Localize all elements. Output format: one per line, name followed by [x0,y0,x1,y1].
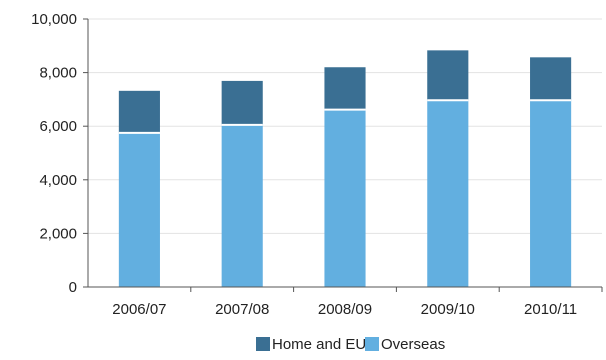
bar-overseas-0 [118,132,160,287]
y-tick-label: 6,000 [39,118,77,135]
x-tick-label: 2008/09 [318,301,372,318]
bar-overseas-1 [221,124,263,287]
x-tick-label: 2007/08 [215,301,269,318]
legend-swatch-home-and-eu [256,337,270,351]
bars-layer [118,50,572,287]
x-tick-label: 2010/11 [524,301,577,318]
legend-label: Home and EU [272,336,366,353]
legend: Home and EU Overseas [256,336,445,353]
bar-overseas-4 [530,100,572,287]
axis-layer [83,18,603,292]
bar-overseas-2 [324,109,366,287]
bar-home-and-eu-3 [427,50,469,101]
bar-home-and-eu-0 [118,90,160,133]
x-tick-label: 2006/07 [112,301,166,318]
y-tick-label: 2,000 [39,225,77,242]
bar-home-and-eu-4 [530,57,572,101]
y-tick-label: 8,000 [39,65,77,82]
y-tick-label: 10,000 [31,11,77,28]
x-tick-label: 2009/10 [421,301,475,318]
y-tick-labels: 0 2,000 4,000 6,000 8,000 10,000 [31,11,77,296]
legend-swatch-overseas [365,337,379,351]
bar-overseas-3 [427,100,469,287]
bar-home-and-eu-2 [324,67,366,110]
bar-home-and-eu-1 [221,80,263,125]
legend-label: Overseas [381,336,445,353]
y-tick-label: 0 [69,279,77,296]
y-tick-label: 4,000 [39,172,77,189]
x-tick-labels: 2006/07 2007/08 2008/09 2009/10 2010/11 [112,301,577,318]
